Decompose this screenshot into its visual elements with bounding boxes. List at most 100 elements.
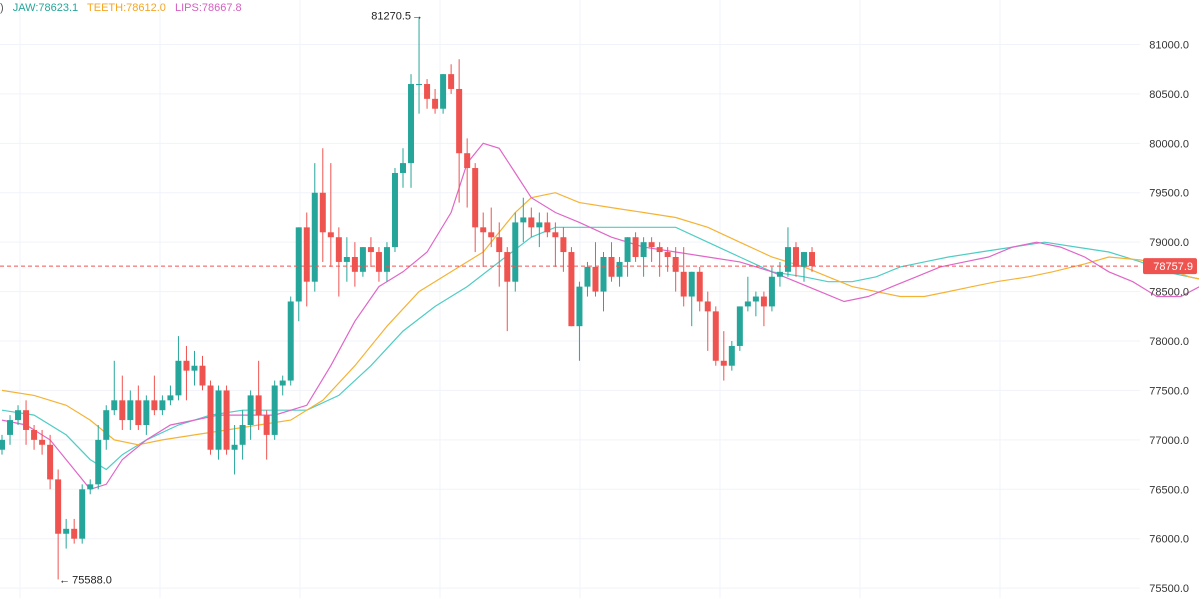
candle-body bbox=[608, 256, 615, 277]
high-arrow-icon: → bbox=[412, 11, 423, 23]
candle-body bbox=[119, 400, 126, 421]
candle-body bbox=[199, 365, 206, 386]
candle-body bbox=[728, 345, 735, 366]
candle-body bbox=[592, 266, 599, 292]
candle-body bbox=[55, 479, 62, 534]
candle-body bbox=[0, 439, 5, 450]
candle-body bbox=[720, 360, 727, 366]
candle-body bbox=[488, 232, 495, 238]
high-price-annotation: 81270.5 bbox=[371, 11, 411, 23]
candle-body bbox=[640, 242, 647, 257]
candle-body bbox=[351, 256, 358, 272]
candle-body bbox=[39, 439, 46, 445]
candlesticks bbox=[0, 17, 816, 580]
candle-body bbox=[79, 489, 86, 539]
candle-body bbox=[7, 420, 14, 435]
candle-body bbox=[311, 192, 318, 282]
teeth-line bbox=[1, 192, 1199, 446]
candle-body bbox=[111, 400, 118, 411]
candle-body bbox=[335, 237, 342, 262]
y-tick-label: 78000.0 bbox=[1149, 336, 1189, 348]
candle-body bbox=[712, 311, 719, 361]
legend-lips: LIPS:78667.8 bbox=[174, 2, 242, 14]
candle-body bbox=[207, 385, 214, 450]
y-tick-label: 77000.0 bbox=[1149, 435, 1189, 447]
candle-body bbox=[183, 360, 190, 371]
legend-jaw: JAW:78623.1 bbox=[12, 2, 79, 14]
candle-body bbox=[255, 395, 262, 416]
candle-body bbox=[287, 301, 294, 381]
y-tick-label: 80000.0 bbox=[1149, 138, 1189, 150]
candle-body bbox=[616, 261, 623, 277]
candle-body bbox=[127, 400, 134, 421]
candle-body bbox=[231, 444, 238, 450]
candle-body bbox=[391, 172, 398, 248]
y-tick-label: 76500.0 bbox=[1149, 484, 1189, 496]
candle-body bbox=[263, 415, 270, 435]
candle-body bbox=[167, 395, 174, 401]
low-arrow-icon: ← bbox=[59, 574, 70, 586]
extreme-annotations: 81270.5 → ← 75588.0 bbox=[59, 11, 423, 587]
candle-body bbox=[776, 271, 783, 277]
candle-body bbox=[359, 247, 366, 272]
candle-body bbox=[319, 192, 326, 233]
candle-body bbox=[784, 247, 791, 272]
candle-body bbox=[456, 88, 463, 154]
candle-body bbox=[223, 390, 230, 450]
candle-body bbox=[664, 252, 671, 257]
candle-body bbox=[95, 439, 102, 485]
candle-body bbox=[408, 84, 415, 164]
candle-body bbox=[736, 306, 743, 346]
candle-body bbox=[151, 400, 158, 411]
candle-body bbox=[560, 237, 567, 253]
current-price-label: 78757.9 bbox=[1143, 258, 1197, 275]
candle-body bbox=[648, 242, 655, 248]
candle-body bbox=[383, 247, 390, 272]
candle-body bbox=[496, 237, 503, 253]
candle-body bbox=[295, 227, 302, 302]
candle-body bbox=[23, 410, 30, 430]
candle-body bbox=[400, 163, 406, 173]
candle-body bbox=[752, 296, 759, 302]
candle-body bbox=[432, 98, 439, 109]
candle-body bbox=[809, 252, 816, 267]
candle-body bbox=[768, 276, 775, 307]
y-tick-label: 78500.0 bbox=[1149, 287, 1189, 299]
candle-body bbox=[504, 252, 511, 282]
candle-body bbox=[416, 84, 423, 86]
candle-body bbox=[528, 217, 535, 228]
candle-body bbox=[672, 256, 679, 272]
candle-body bbox=[520, 217, 527, 223]
y-tick-label: 75500.0 bbox=[1149, 583, 1189, 595]
candle-body bbox=[464, 153, 471, 169]
alligator-lines bbox=[1, 142, 1199, 490]
candle-body bbox=[584, 266, 591, 287]
y-tick-label: 76000.0 bbox=[1149, 534, 1189, 546]
candle-body bbox=[367, 247, 374, 253]
candle-body bbox=[656, 247, 663, 253]
y-tick-label: 80500.0 bbox=[1149, 89, 1189, 101]
legend-prefix: ) bbox=[0, 2, 4, 14]
price-axis[interactable]: 81000.0 80500.0 80000.0 79500.0 79000.0 78500… bbox=[1149, 39, 1189, 595]
candle-body bbox=[696, 271, 703, 302]
lips-line bbox=[1, 142, 1199, 490]
y-tick-label: 77500.0 bbox=[1149, 385, 1189, 397]
candle-body bbox=[47, 444, 54, 480]
candle-body bbox=[31, 429, 38, 440]
candle-body bbox=[343, 256, 350, 262]
candle-body bbox=[480, 227, 487, 233]
candle-body bbox=[440, 74, 447, 109]
candle-body bbox=[424, 84, 431, 99]
candle-body bbox=[600, 256, 607, 292]
candle-body bbox=[448, 74, 455, 89]
y-tick-label: 79000.0 bbox=[1149, 237, 1189, 249]
candle-body bbox=[247, 395, 254, 426]
legend-teeth: TEETH:78612.0 bbox=[87, 2, 166, 14]
candle-body bbox=[375, 252, 382, 272]
candle-body bbox=[792, 247, 799, 267]
indicator-legend[interactable]: ) JAW:78623.1 TEETH:78612.0 LIPS:78667.8 bbox=[0, 2, 248, 14]
candle-body bbox=[801, 252, 807, 267]
y-tick-label: 81000.0 bbox=[1149, 39, 1189, 51]
candle-body bbox=[624, 237, 631, 262]
